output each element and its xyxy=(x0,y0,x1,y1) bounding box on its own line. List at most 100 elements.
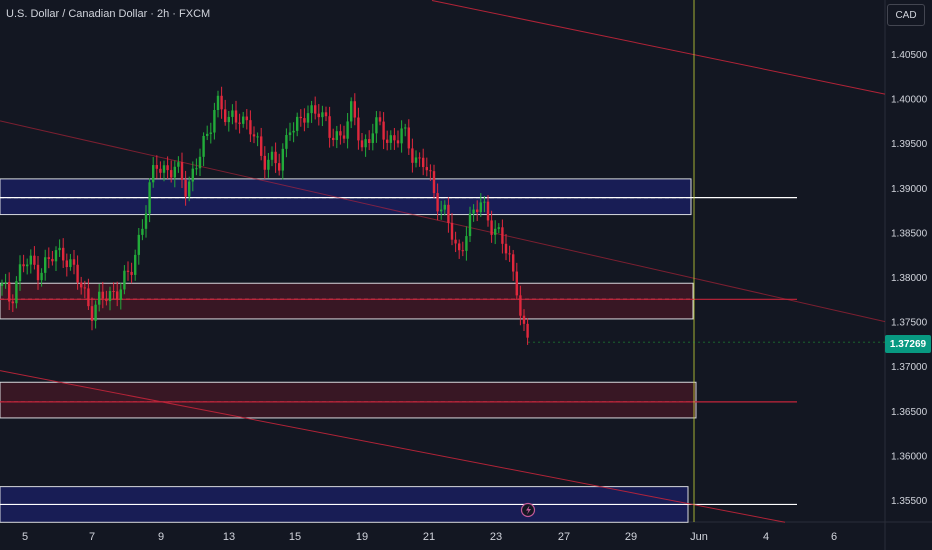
trendline-2[interactable] xyxy=(0,370,786,523)
candle-body xyxy=(314,105,317,114)
candle-body xyxy=(299,116,302,119)
candle-body xyxy=(90,306,94,321)
candle-body xyxy=(249,120,252,135)
candle-body xyxy=(274,151,277,164)
candle-body xyxy=(490,220,493,235)
candle-body xyxy=(396,140,400,144)
candle-body xyxy=(191,168,194,182)
candle-body xyxy=(112,291,115,293)
candle-body xyxy=(357,117,360,141)
candle-body xyxy=(504,243,508,254)
candle-body xyxy=(310,105,313,114)
candle-body xyxy=(65,260,68,268)
candle-body xyxy=(47,257,50,259)
candle-body xyxy=(303,118,306,123)
candle-body xyxy=(166,165,169,171)
candle-body xyxy=(242,116,245,124)
zone-demand-0[interactable] xyxy=(0,178,692,216)
candle-body xyxy=(501,227,504,244)
candle-body xyxy=(36,264,40,281)
candle-body xyxy=(180,162,184,180)
candle-body xyxy=(486,201,490,221)
candle-body xyxy=(440,209,443,212)
candle-body xyxy=(44,257,47,273)
candle-body xyxy=(436,193,439,212)
price-tick-label: 1.36000 xyxy=(891,451,928,462)
candle-body xyxy=(497,227,500,229)
lightning-glyph-icon xyxy=(526,505,531,515)
candle-body xyxy=(407,127,410,149)
time-tick-label: 9 xyxy=(158,531,164,543)
candle-body xyxy=(278,163,281,171)
candle-body xyxy=(429,170,432,172)
price-tick-label: 1.37500 xyxy=(891,318,928,329)
candle-body xyxy=(155,165,158,169)
candle-body xyxy=(368,139,371,144)
candle-body xyxy=(468,213,472,237)
candle-body xyxy=(83,287,86,289)
candle-body xyxy=(296,116,299,131)
candle-body xyxy=(364,139,367,148)
candle-body xyxy=(72,259,76,265)
candle-body xyxy=(375,117,378,134)
candle-body xyxy=(382,121,385,140)
candle-body xyxy=(472,209,475,214)
trendline-0[interactable] xyxy=(431,0,886,95)
candle-body xyxy=(292,130,295,133)
price-tick-label: 1.35500 xyxy=(891,496,928,507)
candle-body xyxy=(69,259,72,268)
candle-body xyxy=(425,167,428,171)
time-tick-label: 5 xyxy=(22,531,28,543)
candle-body xyxy=(393,135,396,141)
candle-body xyxy=(270,151,274,160)
zone-supply-1[interactable] xyxy=(0,282,694,320)
candle-body xyxy=(411,148,414,163)
candle-body xyxy=(98,291,101,305)
candle-body xyxy=(26,264,29,267)
candle-body xyxy=(306,113,310,123)
candle-body xyxy=(317,113,320,118)
candle-body xyxy=(256,136,259,138)
candle-body xyxy=(51,258,54,262)
candle-body xyxy=(22,264,25,267)
zone-supply-2[interactable] xyxy=(0,381,697,419)
candle-body xyxy=(461,250,464,252)
time-tick-label: 6 xyxy=(831,531,837,543)
candle-body xyxy=(220,95,223,110)
candle-body xyxy=(62,247,65,261)
candle-body xyxy=(202,135,205,157)
candle-body xyxy=(195,168,198,170)
candle-body xyxy=(346,121,349,139)
candle-body xyxy=(18,264,22,282)
candle-body xyxy=(267,159,270,170)
candle-body xyxy=(508,253,511,255)
currency-button[interactable]: CAD xyxy=(887,4,925,26)
candle-body xyxy=(177,162,180,167)
candle-body xyxy=(173,166,176,178)
candle-body xyxy=(206,133,209,136)
candle-body xyxy=(515,271,518,296)
candle-body xyxy=(101,291,104,299)
candle-body xyxy=(353,101,356,118)
candle-body xyxy=(479,202,482,213)
candle-body xyxy=(29,255,32,265)
candle-body xyxy=(476,209,479,213)
candle-body xyxy=(231,110,234,117)
candle-body xyxy=(512,254,515,272)
candle-body xyxy=(288,132,292,136)
candle-body xyxy=(335,131,338,141)
time-tick-label: 15 xyxy=(289,531,301,543)
candle-body xyxy=(4,282,7,284)
candle-body xyxy=(414,157,418,163)
candle-body xyxy=(234,110,238,123)
candle-body xyxy=(494,228,497,235)
candle-body xyxy=(80,282,83,288)
candle-body xyxy=(76,264,79,283)
trendline-1[interactable] xyxy=(0,120,886,323)
candle-body xyxy=(422,157,425,168)
candle-body xyxy=(238,122,241,124)
candle-body xyxy=(526,323,529,338)
time-tick-label: 21 xyxy=(423,531,435,543)
